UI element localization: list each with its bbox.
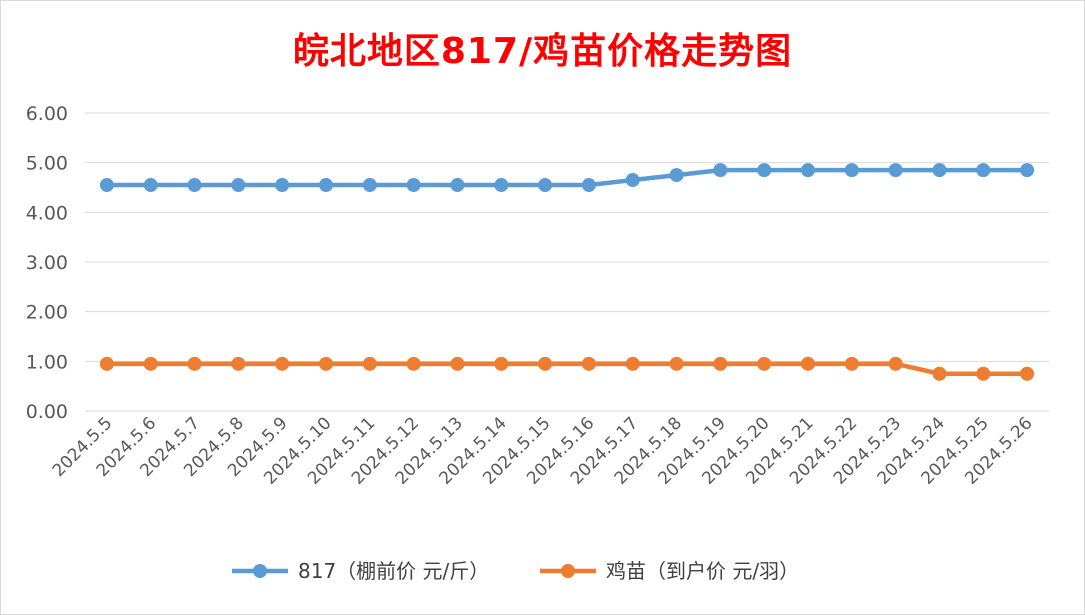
data-point <box>757 356 772 371</box>
data-point <box>581 356 596 371</box>
data-point <box>932 366 947 381</box>
y-tick-label: 3.00 <box>26 252 68 274</box>
data-point <box>976 163 991 178</box>
data-point <box>888 356 903 371</box>
data-point <box>494 356 509 371</box>
data-point <box>801 356 815 371</box>
data-point <box>625 356 640 371</box>
data-point <box>888 163 903 178</box>
data-point <box>669 356 684 371</box>
data-point <box>538 356 553 371</box>
data-point <box>538 178 553 193</box>
data-point <box>99 356 114 371</box>
data-point <box>362 178 377 193</box>
data-point <box>976 366 991 381</box>
data-point <box>1020 163 1035 178</box>
data-point <box>362 356 377 371</box>
y-tick-label: 5.00 <box>26 153 68 175</box>
data-point <box>99 178 114 193</box>
y-tick-label: 6.00 <box>26 103 68 125</box>
y-tick-label: 1.00 <box>26 351 68 373</box>
data-point <box>844 356 859 371</box>
y-tick-label: 4.00 <box>26 202 68 224</box>
data-point <box>143 178 158 193</box>
data-point <box>581 178 596 193</box>
data-point <box>713 163 728 178</box>
data-point <box>1020 366 1035 381</box>
legend-marker <box>253 564 267 578</box>
data-point <box>231 356 246 371</box>
data-point <box>494 178 509 193</box>
series-line <box>104 167 1030 188</box>
legend-label: 鸡苗（到户价 元/羽） <box>606 559 799 583</box>
legend-label: 817（棚前价 元/斤） <box>298 559 489 583</box>
data-point <box>231 178 246 193</box>
data-point <box>187 178 202 193</box>
data-point <box>713 356 728 371</box>
data-point <box>275 178 290 193</box>
data-point <box>757 163 772 178</box>
y-tick-label: 2.00 <box>26 302 68 324</box>
data-point <box>143 356 158 371</box>
data-point <box>275 356 290 371</box>
data-point <box>844 163 859 178</box>
data-point <box>406 178 421 193</box>
chart-title: 皖北地区817/鸡苗价格走势图 <box>292 31 793 72</box>
data-point <box>319 356 333 371</box>
data-point <box>669 168 684 183</box>
y-tick-label: 0.00 <box>26 401 68 423</box>
legend-marker <box>561 564 575 578</box>
data-point <box>625 173 640 188</box>
data-point <box>801 163 815 178</box>
data-point <box>450 178 465 193</box>
data-point <box>187 356 202 371</box>
data-point <box>450 356 465 371</box>
series-line <box>104 361 1030 376</box>
data-point <box>406 356 421 371</box>
data-point <box>319 178 333 193</box>
data-point <box>932 163 947 178</box>
